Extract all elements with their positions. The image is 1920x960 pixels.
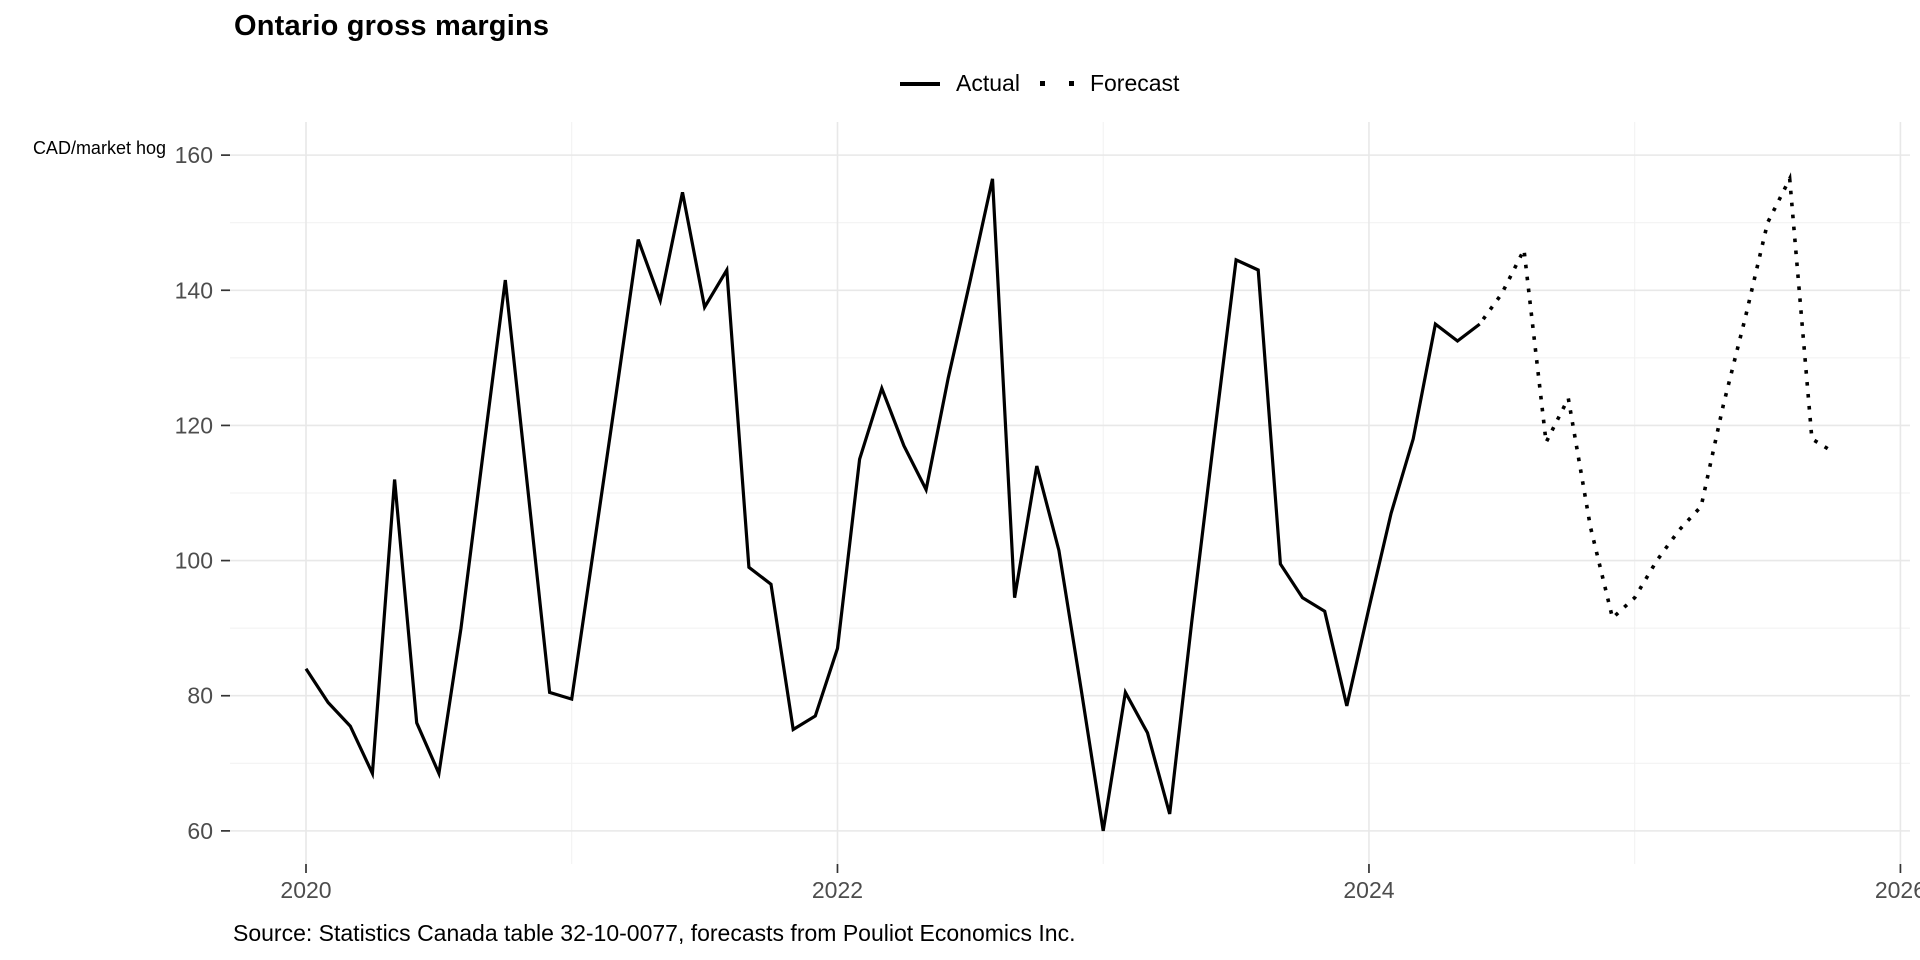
solid-line-key-icon: [900, 81, 940, 86]
y-axis-tick-label: 140: [175, 277, 213, 303]
series-line-forecast: [1478, 172, 1835, 622]
legend-item-forecast: Forecast: [1039, 70, 1180, 97]
dotted-line-key-icon: [1039, 81, 1074, 86]
series-line-actual: [304, 178, 1481, 832]
y-axis-tick-label: 120: [175, 412, 213, 438]
y-axis-tick-label: 160: [175, 142, 213, 168]
legend-item-actual: Actual: [900, 70, 1020, 97]
y-axis-tick-label: 80: [187, 683, 213, 709]
x-axis-tick-label: 2026: [1875, 877, 1920, 903]
x-axis-tick-label: 2022: [812, 877, 863, 903]
y-axis-unit-label: CAD/market hog: [32, 138, 166, 158]
legend-label-actual: Actual: [956, 70, 1020, 96]
chart-title: Ontario gross margins: [234, 10, 550, 42]
x-axis-tick-label: 2020: [280, 877, 331, 903]
x-axis-tick-label: 2024: [1343, 877, 1394, 903]
y-axis-tick-label: 60: [187, 818, 213, 844]
legend-label-forecast: Forecast: [1089, 70, 1180, 96]
source-caption: Source: Statistics Canada table 32-10-00…: [233, 920, 1076, 946]
y-axis-tick-label: 100: [175, 548, 213, 574]
legend: Actual Forecast: [900, 70, 1179, 97]
